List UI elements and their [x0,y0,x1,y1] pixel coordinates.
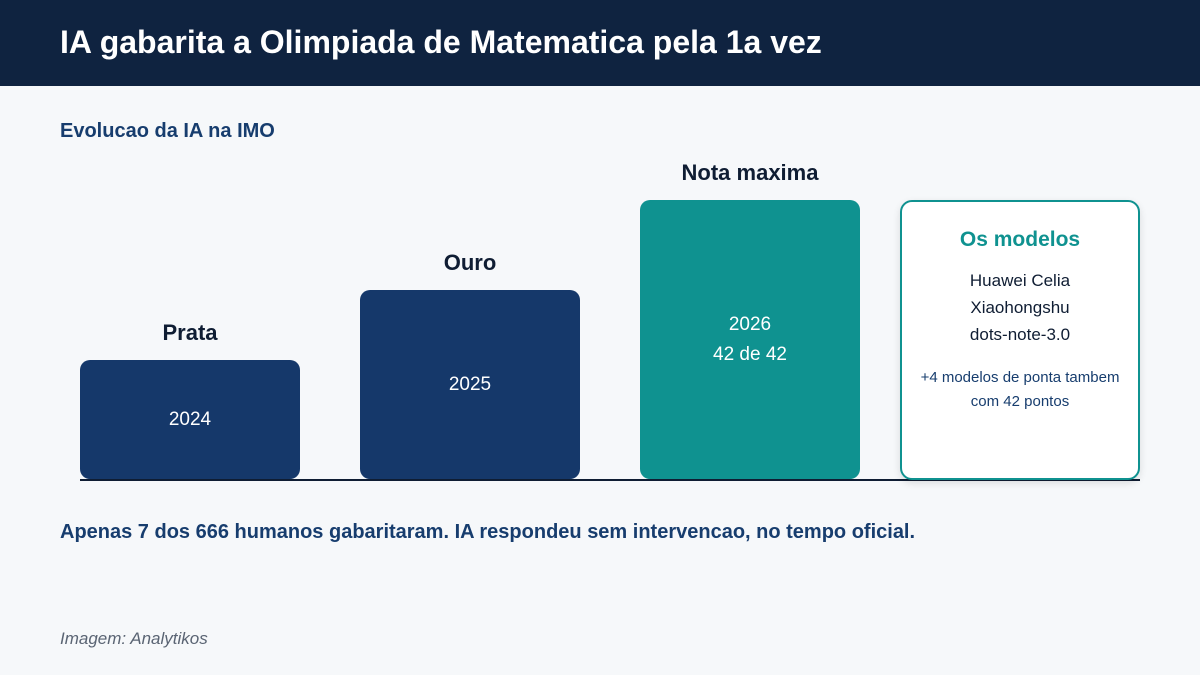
milestone-label-nota-maxima: Nota maxima [681,160,819,185]
models-card: Os modelos Huawei Celia Xiaohongshu dots… [900,200,1140,480]
milestone-label-ouro: Ouro [443,250,497,275]
models-card-note: +4 modelos de ponta tambem com 42 pontos [920,369,1120,410]
models-card-title: Os modelos [959,228,1081,251]
milestone-score: 42 de 42 [713,343,787,365]
milestone-year: 2025 [448,373,492,395]
milestone-bar-2024: 2024 [80,360,300,479]
section-title: Evolucao da IA na IMO [60,120,275,142]
footnote-text: Apenas 7 dos 666 humanos gabaritaram. IA… [60,521,916,543]
model-item: Huawei Celia [969,271,1071,290]
milestone-bar-2025: 2025 [360,290,580,479]
header-banner: IA gabarita a Olimpiada de Matematica pe… [0,0,1200,86]
model-item: dots-note-3.0 [969,325,1071,344]
milestone-year: 2024 [168,408,212,430]
baseline-divider [80,479,1140,481]
milestone-year: 2026 [728,313,772,335]
milestone-bar-2026: 2026 42 de 42 [640,200,860,479]
image-credit: Imagem: Analytikos [60,629,208,648]
milestone-label-prata: Prata [162,320,218,345]
page-title: IA gabarita a Olimpiada de Matematica pe… [60,24,822,60]
model-item: Xiaohongshu [970,298,1070,317]
models-list: Huawei Celia Xiaohongshu dots-note-3.0 [902,267,1138,348]
